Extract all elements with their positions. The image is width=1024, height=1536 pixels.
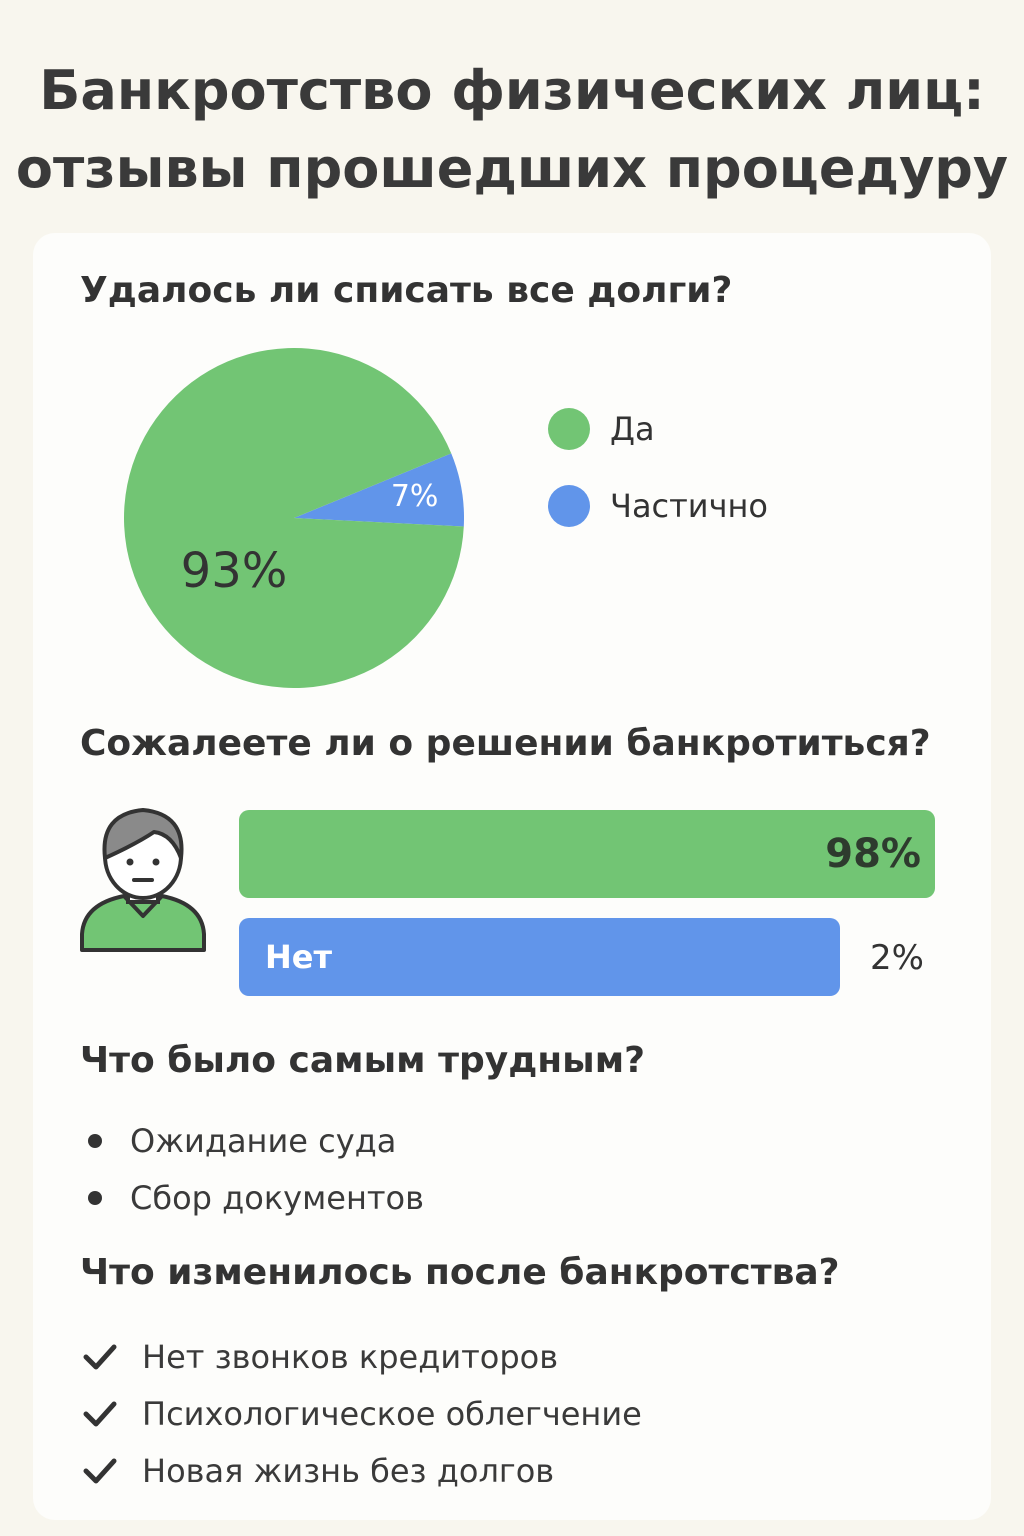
pie-slice-partial: [294, 453, 464, 527]
pie-slice-yes: [124, 348, 464, 688]
checkmark-icon: [83, 1458, 117, 1483]
list-item: Новая жизнь без долгов: [80, 1442, 642, 1499]
legend-label-yes: Да: [610, 410, 655, 448]
bullet-icon: [88, 1190, 102, 1205]
changes-list: Нет звонков кредиторов Психологическое о…: [80, 1328, 642, 1499]
bar-no: Нет: [239, 918, 840, 996]
title-line-2: отзывы прошедших процедуру: [15, 137, 1009, 200]
bullet-icon: [88, 1133, 102, 1148]
list-item: Ожидание суда: [80, 1112, 424, 1169]
legend-swatch-partial: [548, 485, 590, 527]
checkmark-icon: [83, 1344, 117, 1369]
pie-label-partial: 7%: [391, 479, 439, 514]
legend-swatch-yes: [548, 408, 590, 450]
legend-item-partial: Частично: [548, 485, 768, 527]
legend-item-yes: Да: [548, 408, 655, 450]
debts-question: Удалось ли списать все долги?: [80, 270, 733, 311]
bar-yes-value: 98%: [825, 831, 921, 877]
pie-label-yes: 93%: [181, 543, 288, 599]
regret-question: Сожалеете ли о решении банкротиться?: [80, 723, 931, 764]
person-avatar-icon: [80, 808, 206, 952]
hardest-list: Ожидание суда Сбор документов: [80, 1112, 424, 1226]
title-line-1: Банкротство физических лиц:: [39, 59, 985, 122]
list-item: Психологическое облегчение: [80, 1385, 642, 1442]
bar-yes: 98%: [239, 810, 935, 898]
legend-label-partial: Частично: [610, 487, 768, 525]
changes-question: Что изменилось после банкротства?: [80, 1252, 840, 1293]
bar-no-label: Нет: [265, 938, 333, 976]
checkmark-icon: [83, 1401, 117, 1426]
list-item: Нет звонков кредиторов: [80, 1328, 642, 1385]
bar-no-value: 2%: [870, 938, 924, 978]
debts-pie-chart: 7% 93%: [124, 348, 464, 688]
list-item: Сбор документов: [80, 1169, 424, 1226]
page-title: Банкротство физических лиц: отзывы проше…: [0, 52, 1024, 208]
hardest-question: Что было самым трудным?: [80, 1040, 646, 1081]
